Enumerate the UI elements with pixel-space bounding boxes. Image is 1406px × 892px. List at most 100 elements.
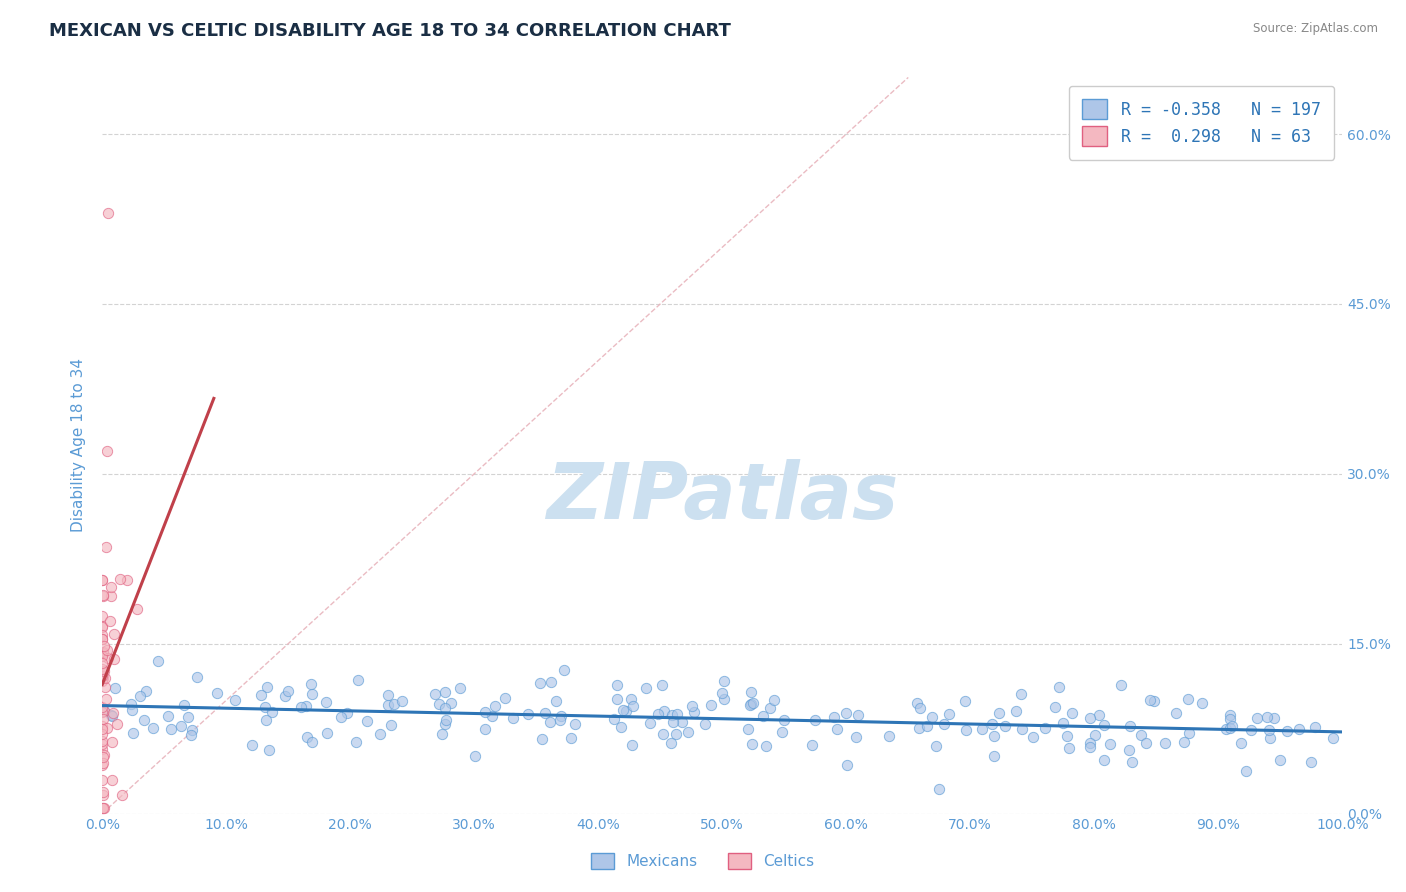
Point: [91, 750, 114, 764]
Point: [928, 782, 950, 797]
Point: [1219, 721, 1241, 735]
Point: [111, 789, 134, 803]
Point: [1263, 711, 1285, 725]
Point: [257, 743, 280, 757]
Point: [427, 697, 450, 711]
Point: [91, 632, 114, 646]
Point: [544, 694, 567, 708]
Point: [132, 714, 155, 728]
Point: [180, 728, 202, 742]
Point: [295, 698, 318, 713]
Point: [1154, 736, 1177, 750]
Point: [1234, 764, 1257, 778]
Point: [91, 671, 114, 685]
Point: [423, 687, 446, 701]
Point: [96, 444, 118, 458]
Point: [620, 691, 643, 706]
Point: [91, 801, 114, 815]
Point: [659, 736, 682, 750]
Point: [290, 699, 312, 714]
Point: [433, 701, 456, 715]
Point: [620, 738, 643, 752]
Point: [553, 663, 575, 677]
Point: [273, 689, 295, 703]
Point: [647, 707, 669, 722]
Point: [681, 698, 703, 713]
Point: [1130, 728, 1153, 742]
Point: [502, 711, 524, 725]
Point: [651, 727, 673, 741]
Point: [801, 739, 824, 753]
Point: [534, 706, 557, 721]
Point: [91, 574, 114, 588]
Point: [205, 686, 228, 700]
Point: [737, 722, 759, 736]
Point: [804, 713, 827, 727]
Point: [1135, 736, 1157, 750]
Point: [100, 589, 122, 603]
Point: [93, 801, 115, 815]
Point: [759, 700, 782, 714]
Point: [662, 715, 685, 730]
Point: [955, 693, 977, 707]
Point: [1177, 691, 1199, 706]
Point: [347, 673, 370, 687]
Point: [484, 699, 506, 714]
Point: [564, 716, 586, 731]
Point: [1301, 755, 1323, 769]
Point: [741, 737, 763, 751]
Point: [1230, 736, 1253, 750]
Point: [377, 688, 399, 702]
Point: [336, 706, 359, 720]
Point: [1270, 753, 1292, 767]
Point: [256, 680, 278, 694]
Point: [983, 748, 1005, 763]
Point: [91, 756, 114, 770]
Point: [983, 729, 1005, 743]
Point: [122, 726, 145, 740]
Point: [693, 717, 716, 731]
Point: [1010, 687, 1032, 701]
Point: [433, 685, 456, 699]
Point: [91, 620, 114, 634]
Point: [921, 710, 943, 724]
Point: [1143, 694, 1166, 708]
Point: [1062, 706, 1084, 720]
Point: [103, 627, 125, 641]
Point: [915, 719, 938, 733]
Point: [1052, 716, 1074, 731]
Point: [481, 709, 503, 723]
Point: [1121, 756, 1143, 770]
Point: [908, 701, 931, 715]
Point: [260, 705, 283, 719]
Point: [994, 719, 1017, 733]
Text: Source: ZipAtlas.com: Source: ZipAtlas.com: [1253, 22, 1378, 36]
Point: [638, 716, 661, 731]
Point: [91, 737, 114, 751]
Point: [91, 662, 114, 676]
Point: [93, 704, 115, 718]
Point: [823, 710, 845, 724]
Point: [651, 677, 673, 691]
Point: [97, 206, 120, 220]
Point: [434, 717, 457, 731]
Point: [104, 681, 127, 696]
Point: [1078, 736, 1101, 750]
Point: [1047, 680, 1070, 694]
Point: [125, 602, 148, 616]
Point: [344, 735, 367, 749]
Point: [1215, 722, 1237, 736]
Point: [603, 712, 626, 726]
Point: [1240, 723, 1263, 737]
Point: [91, 801, 114, 815]
Point: [142, 721, 165, 735]
Point: [316, 726, 339, 740]
Point: [1258, 731, 1281, 745]
Point: [955, 723, 977, 737]
Point: [250, 689, 273, 703]
Point: [100, 707, 122, 722]
Point: [970, 722, 993, 736]
Point: [434, 714, 457, 728]
Point: [1078, 711, 1101, 725]
Point: [1092, 718, 1115, 732]
